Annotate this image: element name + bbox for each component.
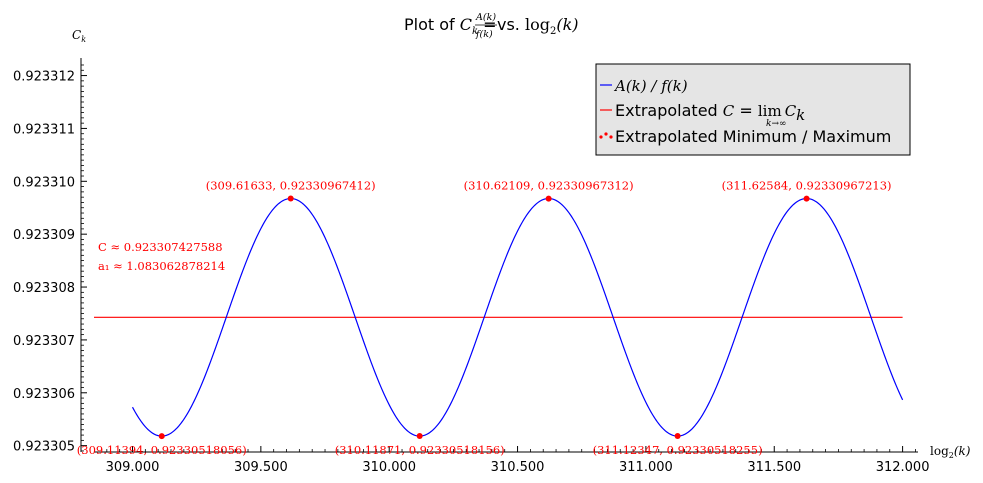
title-math: C bbox=[460, 15, 472, 34]
y-tick-label: 0.923307 bbox=[13, 334, 75, 349]
extremum-label: (310.62109, 0.92330967312) bbox=[464, 179, 634, 193]
y-axis-ticks: 0.923305 0.923306 0.923307 0.923308 0.923309… bbox=[13, 64, 87, 455]
extremum-label: (311.62584, 0.92330967213) bbox=[722, 179, 892, 193]
title-math-sub: k bbox=[472, 26, 478, 37]
extremum-point bbox=[158, 433, 165, 440]
series-curve bbox=[131, 197, 904, 437]
legend-swatch-points bbox=[599, 132, 613, 139]
y-tick-label: 0.923311 bbox=[13, 122, 75, 137]
extremum-point bbox=[545, 195, 552, 202]
x-tick-label: 309.000 bbox=[106, 460, 160, 475]
x-tick-label: 310.000 bbox=[362, 460, 416, 475]
x-axis-ticks: 309.000 309.500 310.000 310.500 311.000 311.5… bbox=[106, 446, 930, 475]
title-frac-num: A(k) bbox=[475, 12, 496, 23]
title-log-sub: 2 bbox=[550, 26, 556, 37]
x-tick-label: 311.000 bbox=[619, 460, 673, 475]
y-axis-label: Ck bbox=[72, 28, 86, 44]
y-tick-label: 0.923310 bbox=[13, 175, 75, 190]
extremum-label: (309.11394, 0.92330518056) bbox=[77, 443, 247, 457]
extremum-point bbox=[803, 195, 810, 202]
y-tick-label: 0.923305 bbox=[13, 440, 75, 455]
title-eq: = bbox=[478, 15, 497, 34]
extremum-point bbox=[416, 433, 423, 440]
extremum-point bbox=[674, 433, 681, 440]
y-tick-label: 0.923306 bbox=[13, 387, 75, 402]
extrema-points: (309.11394, 0.92330518056) (309.61633, 0.… bbox=[77, 179, 892, 458]
x-tick-label: 309.500 bbox=[234, 460, 288, 475]
title-prefix: Plot of bbox=[404, 15, 460, 34]
extremum-point bbox=[287, 195, 294, 202]
svg-text:vs. log2(k): vs. log2(k) bbox=[497, 15, 579, 37]
x-tick-label: 312.000 bbox=[876, 460, 930, 475]
legend-entry-limit: Extrapolated C = lim Ck bbox=[615, 101, 805, 124]
extremum-label: (309.61633, 0.92330967412) bbox=[206, 179, 376, 193]
title-log: log bbox=[525, 15, 550, 34]
y-tick-label: 0.923312 bbox=[13, 70, 75, 85]
legend: A(k) / f(k) Extrapolated C = lim Ck k→∞ E… bbox=[595, 63, 911, 156]
annotation-a1: a₁ ≈ 1.083062878214 bbox=[98, 259, 225, 273]
extremum-label: (310.11871, 0.92330518156) bbox=[335, 443, 505, 457]
title-log-arg: (k) bbox=[556, 15, 578, 34]
x-tick-label: 310.500 bbox=[491, 460, 545, 475]
chart-title: Plot of Ck = A(k) f(k) vs. log2(k) bbox=[404, 12, 579, 40]
y-tick-label: 0.923309 bbox=[13, 228, 75, 243]
y-tick-label: 0.923308 bbox=[13, 281, 75, 296]
x-axis-label: log2(k) bbox=[930, 444, 971, 460]
legend-box bbox=[595, 63, 911, 156]
title-vs: vs. bbox=[497, 15, 525, 34]
svg-text:Plot of Ck =: Plot of Ck = bbox=[404, 15, 497, 37]
title-frac-den: f(k) bbox=[475, 29, 493, 40]
extremum-label: (311.12347, 0.92330518255) bbox=[593, 443, 763, 457]
legend-entry-extrema: Extrapolated Minimum / Maximum bbox=[615, 127, 891, 146]
x-tick-label: 311.500 bbox=[747, 460, 801, 475]
annotation-c: C ≈ 0.923307427588 bbox=[98, 240, 223, 254]
legend-entry-curve: A(k) / f(k) bbox=[613, 77, 688, 95]
legend-lim-sub: k→∞ bbox=[766, 119, 787, 129]
